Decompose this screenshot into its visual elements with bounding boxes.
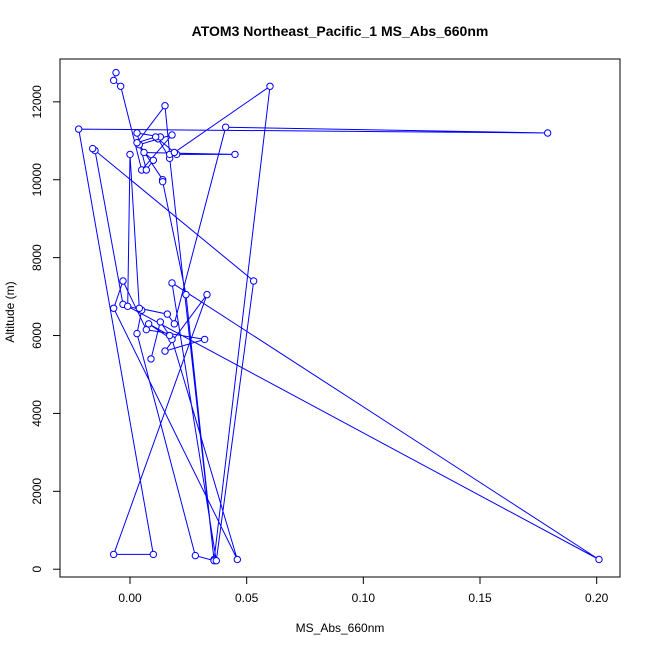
data-series [74, 68, 603, 565]
data-point [133, 329, 141, 338]
data-point [133, 139, 141, 147]
data-point [151, 133, 160, 141]
y-tick-label: 6000 [30, 322, 44, 349]
data-point [109, 76, 118, 85]
y-axis-label: Altitude (m) [3, 281, 17, 342]
y-tick-label: 10000 [30, 163, 44, 197]
data-point [168, 279, 176, 287]
x-tick-label: 0.05 [235, 591, 259, 605]
y-tick-label: 0 [30, 566, 44, 573]
data-point [161, 347, 169, 355]
data-point [144, 320, 153, 328]
data-point [88, 144, 97, 153]
x-axis-label: MS_Abs_660nm [296, 621, 385, 635]
data-point [595, 555, 603, 564]
data-point [168, 131, 176, 139]
data-point [112, 68, 120, 77]
x-tick-label: 0.10 [352, 591, 376, 605]
data-point [135, 304, 144, 312]
data-point [212, 556, 221, 565]
data-point [249, 277, 258, 285]
data-point [147, 355, 155, 363]
data-point [156, 318, 165, 326]
y-tick-label: 8000 [30, 244, 44, 271]
data-point [233, 555, 242, 564]
data-point [158, 177, 167, 186]
data-point [231, 150, 239, 159]
data-point [165, 331, 174, 340]
data-point [161, 102, 169, 110]
data-point [163, 310, 172, 318]
data-point [109, 304, 118, 312]
data-point [109, 550, 118, 559]
y-axis: 0 2000 4000 6000 8000 10000 12000 [30, 85, 61, 573]
data-point [133, 129, 141, 137]
data-point [170, 320, 179, 328]
data-point [119, 277, 127, 285]
data-point [140, 148, 148, 157]
data-point [182, 290, 190, 299]
y-tick-label: 12000 [30, 85, 44, 119]
data-point [543, 129, 552, 137]
y-tick-label: 4000 [30, 400, 44, 427]
data-point [123, 302, 132, 311]
chart-title: ATOM3 Northeast_Pacific_1 MS_Abs_660nm [192, 23, 489, 39]
data-point [149, 550, 158, 559]
x-tick-label: 0.20 [585, 591, 609, 605]
data-point [170, 148, 179, 157]
x-axis: 0.00 0.05 0.10 0.15 0.20 [118, 576, 609, 605]
x-tick-label: 0.00 [118, 591, 142, 605]
y-tick-label: 2000 [30, 478, 44, 505]
data-point [74, 125, 83, 133]
data-point [191, 551, 200, 560]
series-line [78, 72, 600, 562]
data-point [116, 82, 125, 90]
data-point [142, 166, 151, 174]
data-point [221, 123, 230, 131]
data-point [149, 156, 158, 164]
data-point [203, 290, 211, 299]
data-point [200, 335, 209, 344]
x-tick-label: 0.15 [468, 591, 492, 605]
data-point [266, 82, 274, 90]
data-point [126, 150, 134, 159]
